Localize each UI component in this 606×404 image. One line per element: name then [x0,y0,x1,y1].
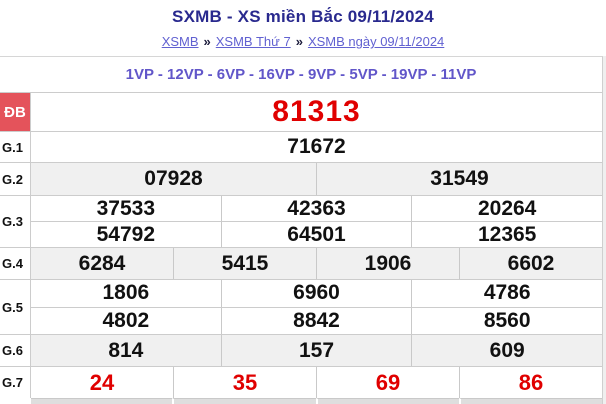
prize-value: 609 [411,335,602,366]
station-codes-line: 1VP - 12VP - 6VP - 16VP - 9VP - 5VP - 19… [125,66,477,83]
prize-value: 4786 [411,280,602,307]
prize-value: 6960 [220,280,412,307]
prize-value: 35 [173,367,316,398]
prize-value: 07928 [144,167,203,190]
page-right-gutter [603,56,606,404]
prize-value: 86 [459,367,602,398]
breadcrumb-link-xsmb[interactable]: XSMB [161,34,199,49]
prize-value: 814 [108,338,144,362]
breadcrumb-link-xsmb-thu7[interactable]: XSMB Thứ 7 [215,34,291,49]
prize-value: 4802 [102,308,150,332]
table-row-g3: G.3 37533 42363 20264 54792 64501 12365 [0,195,602,247]
prize-label-g1: G.1 [0,132,31,162]
prize-value: 24 [89,369,115,395]
prize-value: 54792 [96,222,156,246]
prize-value: 69 [316,367,459,398]
prize-value: 8560 [411,307,602,334]
prize-value: 31549 [316,163,602,195]
table-row-g2: G.2 07928 31549 [0,162,602,195]
table-row-g5: G.5 1806 6960 4786 4802 8842 8560 [0,279,602,334]
prize-value: 64501 [220,222,412,247]
prize-value: 71672 [287,135,346,158]
prize-value: 1906 [316,248,459,279]
prize-value: 12365 [411,222,602,247]
next-row-cropped-edge [0,398,602,404]
prize-label-g4: G.4 [0,248,31,279]
table-row-g7: G.7 24 35 69 86 [0,366,602,398]
prize-value: 5415 [173,248,316,279]
table-row-g6: G.6 814 157 609 [0,334,602,366]
prize-label-g5: G.5 [0,280,31,334]
prize-value: 42363 [220,196,412,221]
prize-label-g6: G.6 [0,335,31,366]
prize-value: 6602 [459,248,602,279]
page-header: SXMB - XS miền Bắc 09/11/2024 XSMB » XSMB … [0,0,606,56]
table-row-g1: G.1 71672 [0,131,602,162]
breadcrumb-separator: » [203,34,211,49]
prize-value: 6284 [78,251,126,275]
table-row-g4: G.4 6284 5415 1906 6602 [0,247,602,279]
breadcrumb-link-xsmb-date[interactable]: XSMB ngày 09/11/2024 [307,34,445,49]
results-table: 1VP - 12VP - 6VP - 16VP - 9VP - 5VP - 19… [0,56,603,404]
prize-value: 8842 [220,307,412,334]
prize-value: 81313 [272,95,361,128]
prize-value: 1806 [102,281,150,305]
page-title: SXMB - XS miền Bắc 09/11/2024 [172,7,434,26]
prize-label-g2: G.2 [0,163,31,195]
table-row-db: ĐB 81313 [0,92,602,131]
prize-label-g3: G.3 [0,196,31,247]
breadcrumb: XSMB » XSMB Thứ 7 » XSMB ngày 09/11/2024 [0,34,606,49]
prize-label-g7: G.7 [0,367,31,398]
prize-label-db: ĐB [0,93,31,131]
prize-value: 37533 [96,196,156,220]
breadcrumb-separator: » [295,34,303,49]
prize-value: 157 [220,335,412,366]
prize-value: 20264 [411,196,602,221]
